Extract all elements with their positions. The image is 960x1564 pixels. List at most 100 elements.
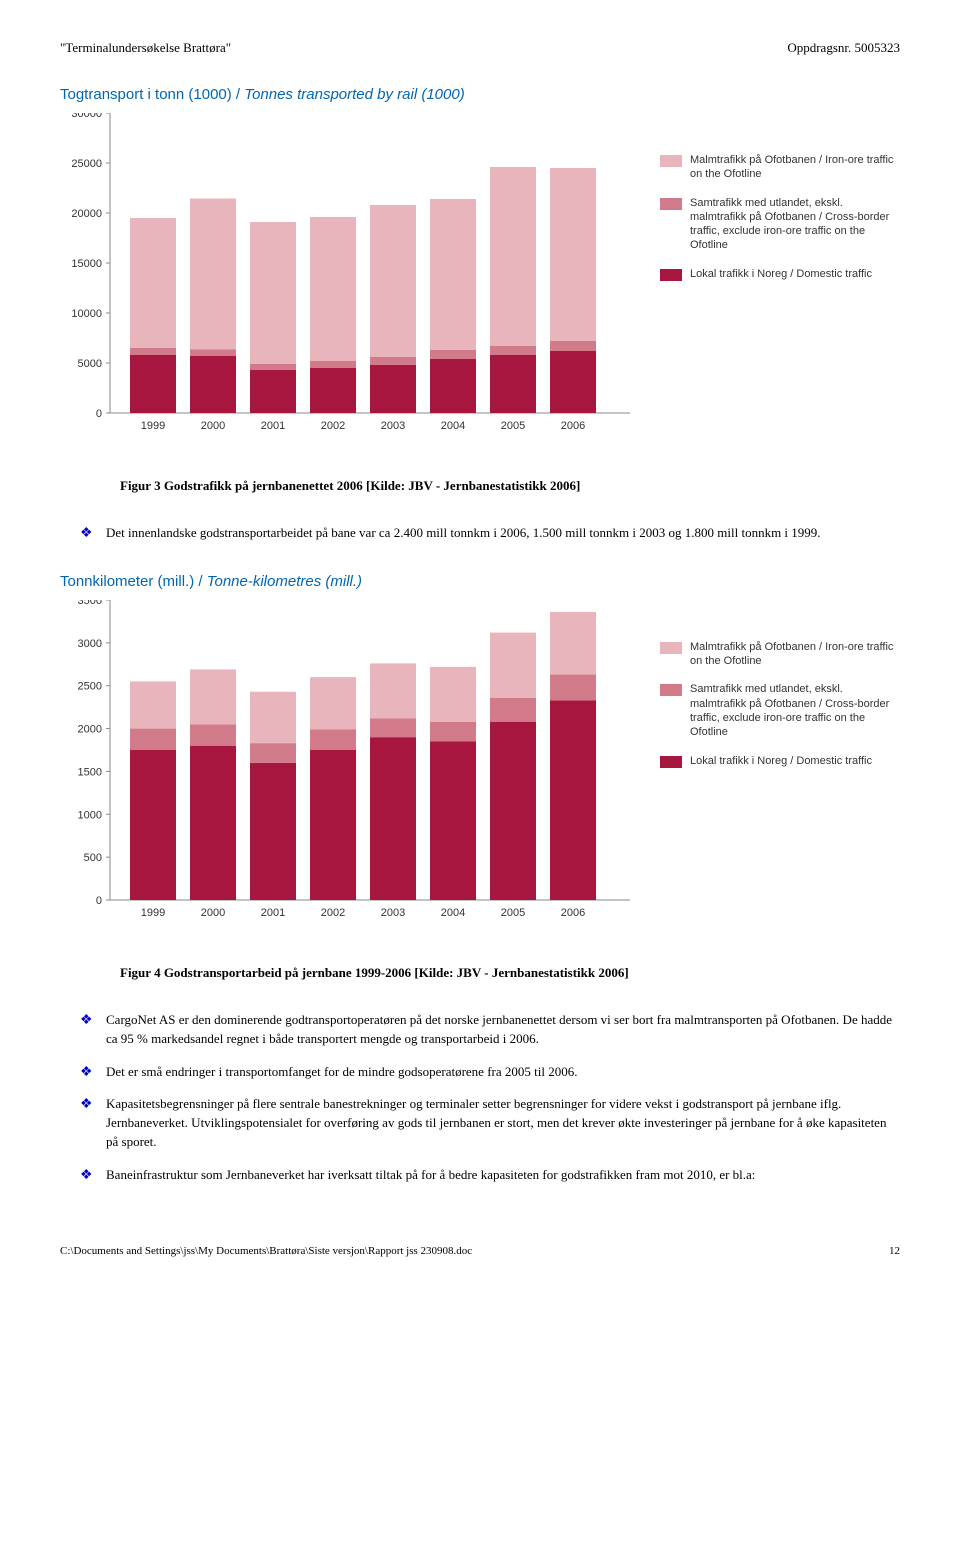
- bullet-item: Det innenlandske godstransportarbeidet p…: [80, 524, 900, 543]
- bar-segment: [430, 741, 476, 900]
- svg-text:15000: 15000: [71, 258, 102, 270]
- bar-segment: [370, 365, 416, 413]
- bar-segment: [430, 350, 476, 359]
- legend-item: Lokal trafikk i Noreg / Domestic traffic: [660, 267, 900, 281]
- bar-segment: [190, 199, 236, 350]
- svg-text:2006: 2006: [561, 420, 585, 432]
- footer-page: 12: [889, 1245, 900, 1257]
- chart2-area: 0500100015002000250030003500199920002001…: [60, 600, 640, 935]
- svg-text:500: 500: [84, 852, 102, 864]
- legend-swatch: [660, 198, 682, 210]
- chart1-area: 0500010000150002000025000300001999200020…: [60, 113, 640, 448]
- legend-item: Malmtrafikk på Ofotbanen / Iron-ore traf…: [660, 640, 900, 669]
- svg-text:1999: 1999: [141, 420, 165, 432]
- bar-segment: [130, 681, 176, 728]
- legend-text: Lokal trafikk i Noreg / Domestic traffic: [690, 267, 872, 281]
- legend-swatch: [660, 269, 682, 281]
- bar-segment: [370, 663, 416, 718]
- chart1-title: Togtransport i tonn (1000) / Tonnes tran…: [60, 86, 900, 103]
- svg-text:1000: 1000: [78, 809, 102, 821]
- svg-text:1999: 1999: [141, 907, 165, 919]
- chart2-caption: Figur 4 Godstransportarbeid på jernbane …: [120, 965, 900, 981]
- svg-text:2001: 2001: [261, 420, 285, 432]
- bar-segment: [370, 357, 416, 365]
- bar-segment: [430, 667, 476, 722]
- chart1-svg: 0500010000150002000025000300001999200020…: [60, 113, 640, 448]
- bar-segment: [310, 217, 356, 361]
- chart2-title: Tonnkilometer (mill.) / Tonne-kilometres…: [60, 573, 900, 590]
- legend-text: Samtrafikk med utlandet, ekskl. malmtraf…: [690, 682, 900, 739]
- legend-item: Malmtrafikk på Ofotbanen / Iron-ore traf…: [660, 153, 900, 182]
- legend-swatch: [660, 684, 682, 696]
- bar-segment: [250, 370, 296, 413]
- svg-text:25000: 25000: [71, 158, 102, 170]
- legend-item: Lokal trafikk i Noreg / Domestic traffic: [660, 754, 900, 768]
- svg-text:2004: 2004: [441, 420, 465, 432]
- chart2-wrap: 0500100015002000250030003500199920002001…: [60, 600, 900, 935]
- mid-bullet-list: Det innenlandske godstransportarbeidet p…: [80, 524, 900, 543]
- chart1-caption: Figur 3 Godstrafikk på jernbanenettet 20…: [120, 478, 900, 494]
- bar-segment: [430, 199, 476, 350]
- bar-segment: [190, 746, 236, 900]
- bar-segment: [190, 356, 236, 413]
- svg-text:2003: 2003: [381, 420, 405, 432]
- legend-swatch: [660, 642, 682, 654]
- bar-segment: [130, 728, 176, 749]
- bullet-item: Baneinfrastruktur som Jernbaneverket har…: [80, 1166, 900, 1185]
- bar-segment: [490, 346, 536, 355]
- chart1-title-italic: Tonnes transported by rail (1000): [244, 86, 464, 103]
- legend-item: Samtrafikk med utlandet, ekskl. malmtraf…: [660, 196, 900, 253]
- bullet-item: Det er små endringer i transportomfanget…: [80, 1063, 900, 1082]
- bar-segment: [550, 168, 596, 341]
- svg-text:2004: 2004: [441, 907, 465, 919]
- svg-text:2002: 2002: [321, 907, 345, 919]
- svg-text:20000: 20000: [71, 208, 102, 220]
- bar-segment: [130, 355, 176, 413]
- svg-text:2002: 2002: [321, 420, 345, 432]
- legend-item: Samtrafikk med utlandet, ekskl. malmtraf…: [660, 682, 900, 739]
- svg-text:5000: 5000: [78, 358, 102, 370]
- svg-text:10000: 10000: [71, 308, 102, 320]
- bar-segment: [550, 351, 596, 413]
- svg-text:30000: 30000: [71, 113, 102, 120]
- legend-text: Samtrafikk med utlandet, ekskl. malmtraf…: [690, 196, 900, 253]
- bar-segment: [490, 722, 536, 900]
- bar-segment: [130, 218, 176, 348]
- svg-text:2000: 2000: [201, 907, 225, 919]
- chart2-legend: Malmtrafikk på Ofotbanen / Iron-ore traf…: [660, 640, 900, 782]
- svg-text:2000: 2000: [78, 723, 102, 735]
- bar-segment: [190, 350, 236, 357]
- legend-swatch: [660, 155, 682, 167]
- bar-segment: [310, 368, 356, 413]
- bar-segment: [430, 359, 476, 413]
- bar-segment: [250, 743, 296, 763]
- svg-text:3500: 3500: [78, 600, 102, 607]
- bar-segment: [550, 341, 596, 351]
- bullet-item: CargoNet AS er den dominerende godtransp…: [80, 1011, 900, 1049]
- bullet-item: Kapasitetsbegrensninger på flere sentral…: [80, 1095, 900, 1152]
- bar-segment: [550, 612, 596, 675]
- svg-text:2003: 2003: [381, 907, 405, 919]
- bar-segment: [550, 674, 596, 700]
- bar-segment: [490, 355, 536, 413]
- legend-text: Lokal trafikk i Noreg / Domestic traffic: [690, 754, 872, 768]
- page-header: "Terminalundersøkelse Brattøra" Oppdrags…: [60, 40, 900, 56]
- svg-text:2001: 2001: [261, 907, 285, 919]
- bar-segment: [310, 729, 356, 750]
- bar-segment: [190, 724, 236, 745]
- bar-segment: [310, 361, 356, 368]
- legend-text: Malmtrafikk på Ofotbanen / Iron-ore traf…: [690, 640, 900, 669]
- svg-text:2000: 2000: [201, 420, 225, 432]
- bar-segment: [490, 632, 536, 697]
- bar-segment: [250, 692, 296, 743]
- svg-text:2005: 2005: [501, 907, 525, 919]
- svg-text:2500: 2500: [78, 681, 102, 693]
- bar-segment: [130, 348, 176, 355]
- bar-segment: [490, 698, 536, 722]
- legend-text: Malmtrafikk på Ofotbanen / Iron-ore traf…: [690, 153, 900, 182]
- svg-text:2006: 2006: [561, 907, 585, 919]
- bar-segment: [250, 763, 296, 900]
- bar-segment: [370, 718, 416, 737]
- bar-segment: [310, 677, 356, 729]
- chart2-title-plain: Tonnkilometer (mill.) /: [60, 573, 207, 590]
